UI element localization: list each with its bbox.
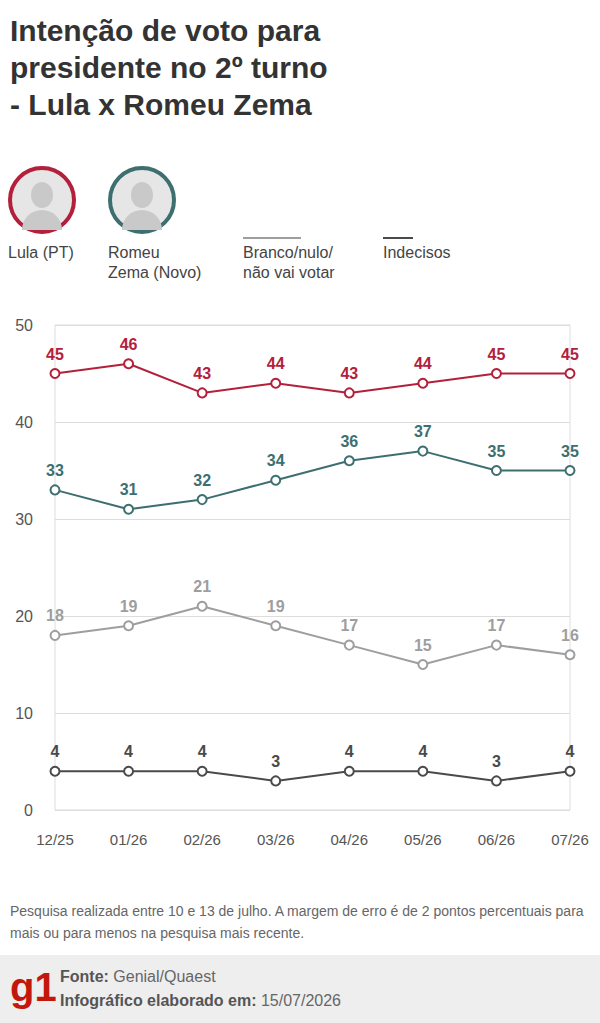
svg-text:44: 44 [414, 355, 432, 372]
svg-text:06/26: 06/26 [478, 831, 516, 848]
svg-text:10: 10 [15, 705, 33, 722]
svg-text:19: 19 [267, 598, 285, 615]
svg-text:04/26: 04/26 [331, 831, 369, 848]
svg-text:4: 4 [198, 743, 207, 760]
svg-text:45: 45 [488, 346, 506, 363]
svg-text:19: 19 [120, 598, 138, 615]
svg-text:01/26: 01/26 [110, 831, 148, 848]
svg-text:07/26: 07/26 [551, 831, 589, 848]
svg-text:4: 4 [124, 743, 133, 760]
html-text:Indecisos: Indecisos [383, 244, 451, 261]
svg-text:4: 4 [566, 743, 575, 760]
svg-text:43: 43 [340, 365, 358, 382]
svg-text:31: 31 [120, 481, 138, 498]
svg-text:12/25: 12/25 [36, 831, 74, 848]
svg-text:30: 30 [15, 511, 33, 528]
html-text:g1: g1 [10, 965, 57, 1009]
svg-text:17: 17 [488, 617, 506, 634]
svg-text:43: 43 [193, 365, 211, 382]
svg-text:3: 3 [492, 753, 501, 770]
svg-text:3: 3 [271, 753, 280, 770]
svg-text:18: 18 [46, 607, 64, 624]
svg-text:03/26: 03/26 [257, 831, 295, 848]
svg-text:45: 45 [561, 346, 579, 363]
svg-text:32: 32 [193, 472, 211, 489]
svg-text:02/26: 02/26 [183, 831, 221, 848]
svg-text:16: 16 [561, 627, 579, 644]
svg-text:21: 21 [193, 578, 211, 595]
svg-text:20: 20 [15, 608, 33, 625]
html-text:Pesquisa realizada entre 10 e: Pesquisa realizada entre 10 e 13 de julh… [10, 903, 584, 941]
svg-text:33: 33 [46, 462, 64, 479]
svg-text:37: 37 [414, 423, 432, 440]
html-text:Branco/ nulo/: Branco/ nulo/ [243, 244, 333, 261]
html-text:Lula (PT): Lula (PT) [8, 244, 74, 261]
svg-text:46: 46 [120, 336, 138, 353]
svg-text:50: 50 [15, 317, 33, 334]
svg-text:4: 4 [51, 743, 60, 760]
svg-text:34: 34 [267, 452, 285, 469]
html-text:Fonte: Genial/Quaest: Fonte: Genial/Quaest [60, 968, 216, 985]
svg-text:40: 40 [15, 414, 33, 431]
svg-text:44: 44 [267, 355, 285, 372]
svg-text:35: 35 [561, 443, 579, 460]
html-text:Infográfico elaborado em: 15/0: Infográfico elaborado em: 15/07/2026 [60, 992, 341, 1009]
svg-text:36: 36 [340, 433, 358, 450]
svg-text:4: 4 [345, 743, 354, 760]
svg-text:15: 15 [414, 637, 432, 654]
svg-text:0: 0 [24, 802, 33, 819]
svg-text:05/26: 05/26 [404, 831, 442, 848]
svg-text:17: 17 [340, 617, 358, 634]
svg-text:45: 45 [46, 346, 64, 363]
svg-text:35: 35 [488, 443, 506, 460]
html-text:Romeu Zema (Novo): Romeu Zema (Novo) [108, 244, 202, 281]
svg-text:4: 4 [418, 743, 427, 760]
html-text:Intenção de voto para presiden: Intenção de voto para presidente no 2º t… [10, 14, 328, 121]
html-text:não vai votar: não vai votar [243, 264, 335, 281]
